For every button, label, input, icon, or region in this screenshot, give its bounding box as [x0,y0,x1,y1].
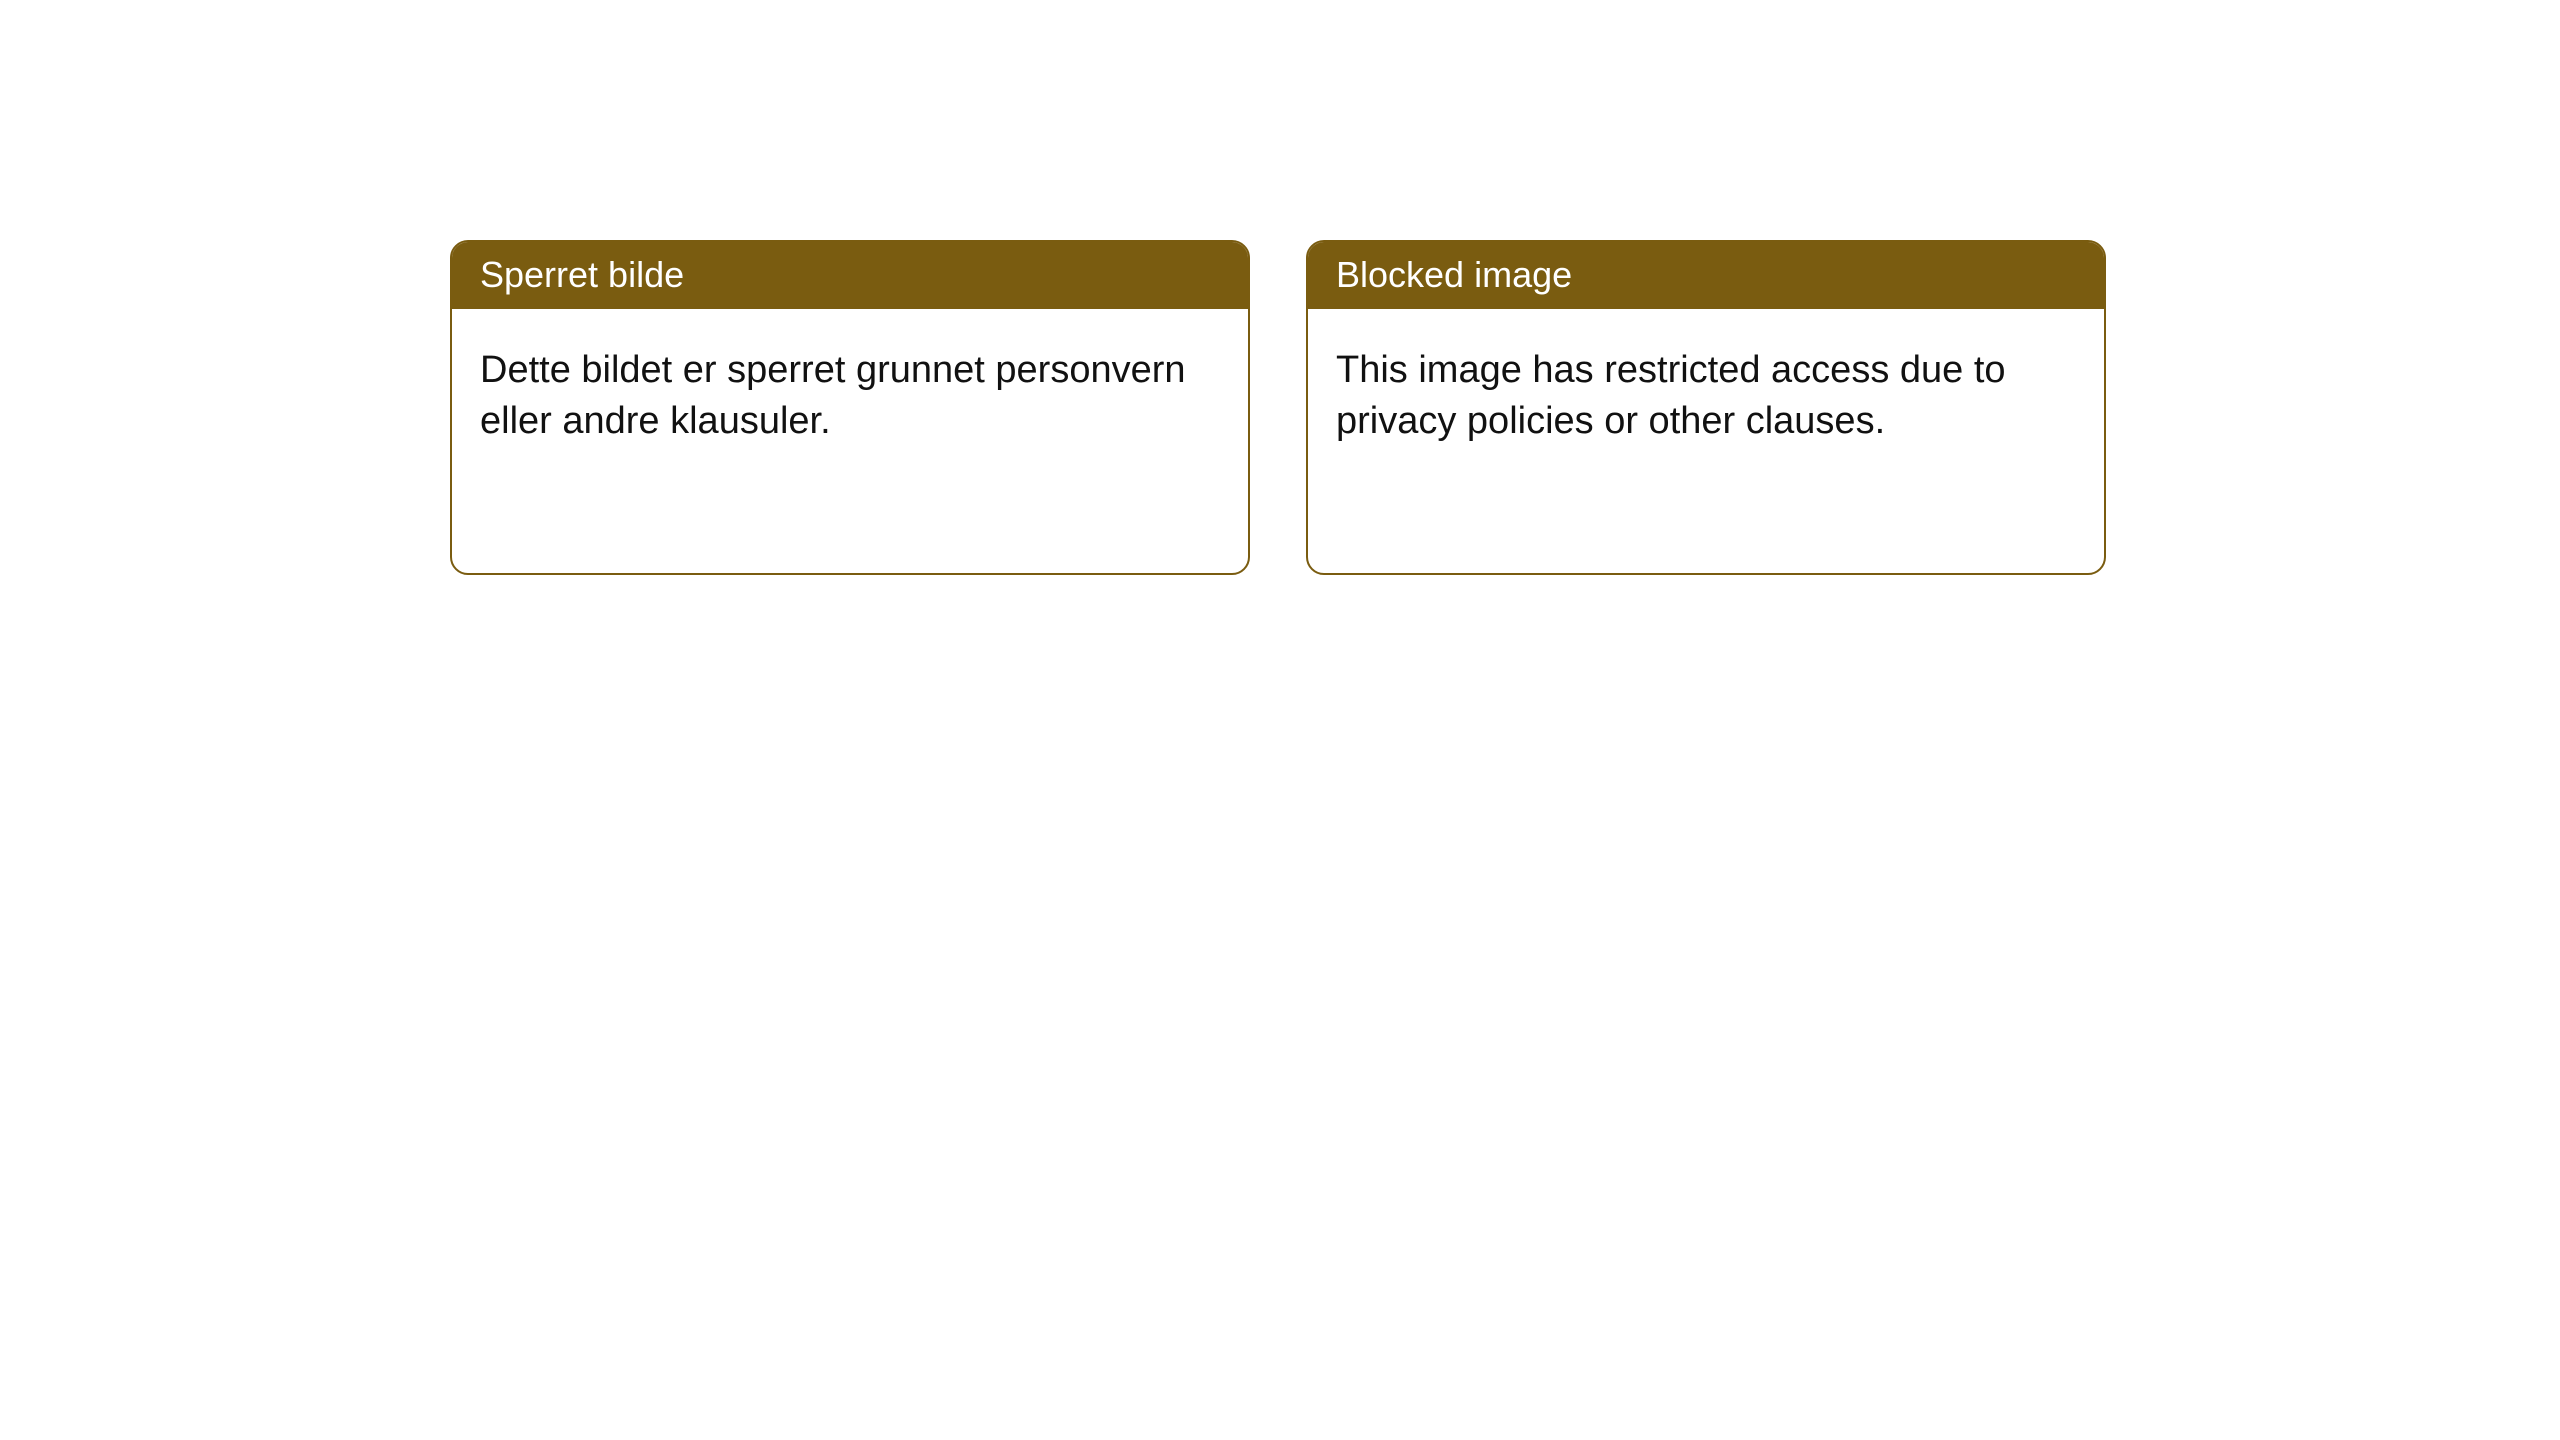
notice-message: This image has restricted access due to … [1308,309,2104,484]
notice-card-english: Blocked image This image has restricted … [1306,240,2106,575]
notice-message: Dette bildet er sperret grunnet personve… [452,309,1248,484]
notice-container: Sperret bilde Dette bildet er sperret gr… [0,0,2560,575]
notice-title: Sperret bilde [452,242,1248,309]
notice-title: Blocked image [1308,242,2104,309]
notice-card-norwegian: Sperret bilde Dette bildet er sperret gr… [450,240,1250,575]
